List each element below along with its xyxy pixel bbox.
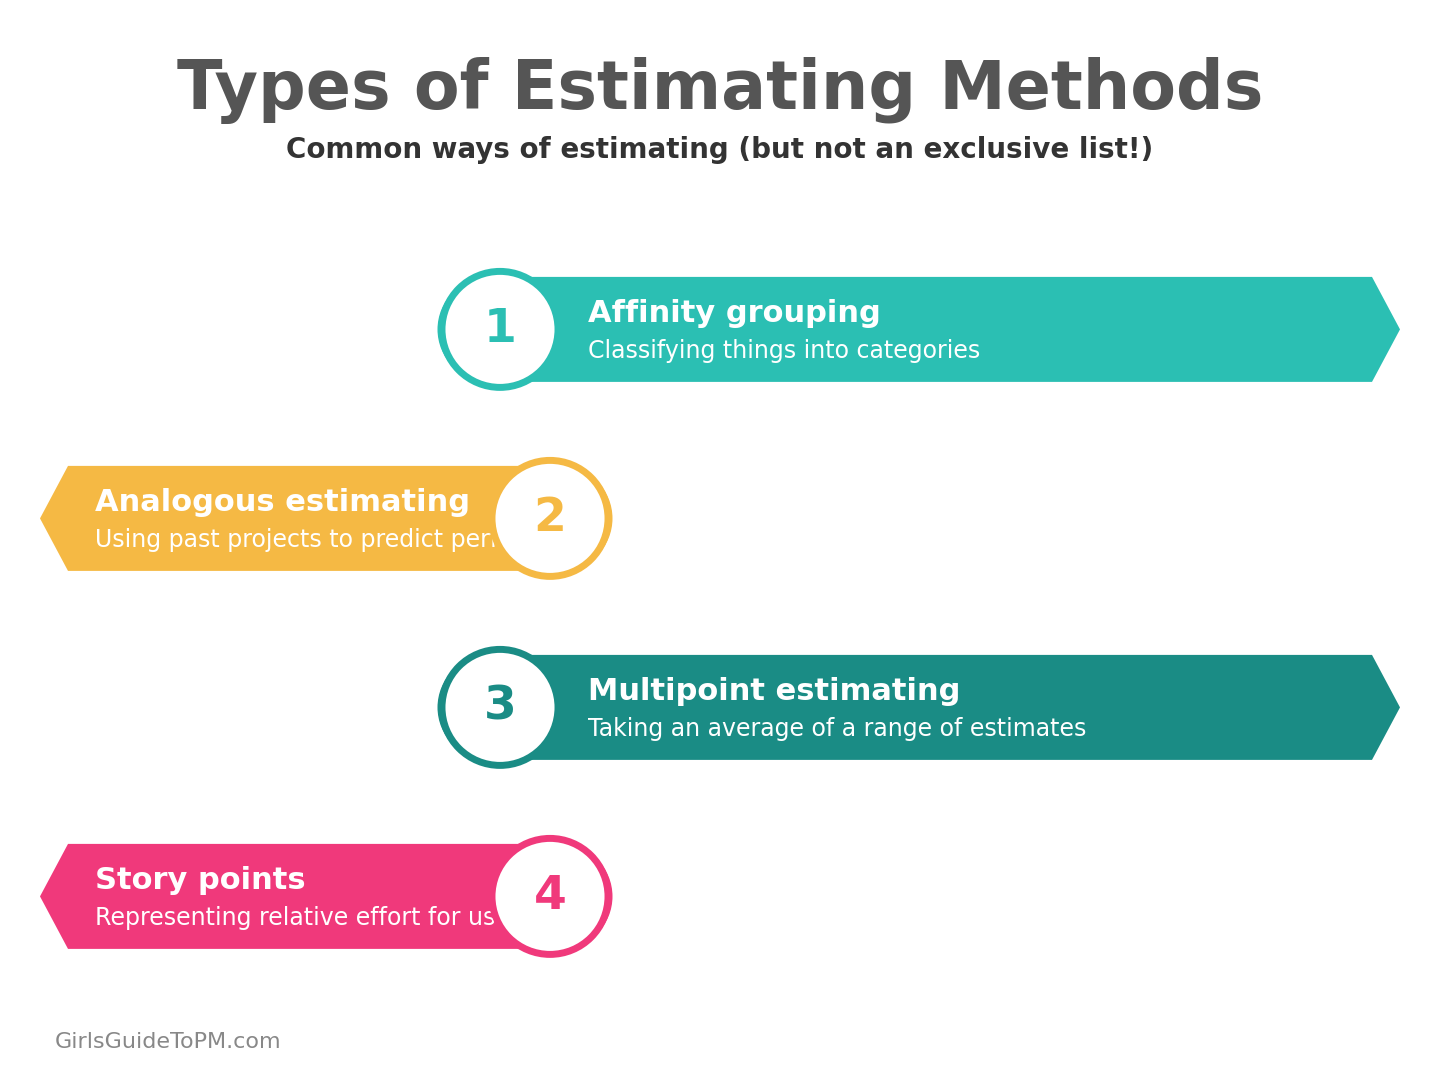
Text: Classifying things into categories: Classifying things into categories <box>588 339 981 363</box>
Text: Analogous estimating: Analogous estimating <box>95 488 469 517</box>
Text: Types of Estimating Methods: Types of Estimating Methods <box>177 56 1263 123</box>
Text: Taking an average of a range of estimates: Taking an average of a range of estimate… <box>588 717 1086 741</box>
Text: Representing relative effort for user stories: Representing relative effort for user st… <box>95 906 606 930</box>
Ellipse shape <box>507 465 612 571</box>
Ellipse shape <box>507 843 612 949</box>
Text: Story points: Story points <box>95 866 305 895</box>
Text: 1: 1 <box>484 307 517 352</box>
Polygon shape <box>490 654 1400 760</box>
Polygon shape <box>40 465 560 571</box>
Polygon shape <box>40 843 560 949</box>
Ellipse shape <box>442 271 559 388</box>
Ellipse shape <box>442 649 559 766</box>
Text: GirlsGuideToPM.com: GirlsGuideToPM.com <box>55 1032 282 1052</box>
Ellipse shape <box>438 276 543 382</box>
Text: Using past projects to predict performance: Using past projects to predict performan… <box>95 528 602 552</box>
Polygon shape <box>490 276 1400 382</box>
Text: 2: 2 <box>534 496 566 541</box>
Text: 3: 3 <box>484 685 517 730</box>
Ellipse shape <box>492 838 608 955</box>
Text: Affinity grouping: Affinity grouping <box>588 299 881 328</box>
Ellipse shape <box>492 460 608 577</box>
Text: 4: 4 <box>534 874 566 919</box>
Ellipse shape <box>438 654 543 760</box>
Text: Multipoint estimating: Multipoint estimating <box>588 677 960 706</box>
Text: Common ways of estimating (but not an exclusive list!): Common ways of estimating (but not an ex… <box>287 136 1153 164</box>
